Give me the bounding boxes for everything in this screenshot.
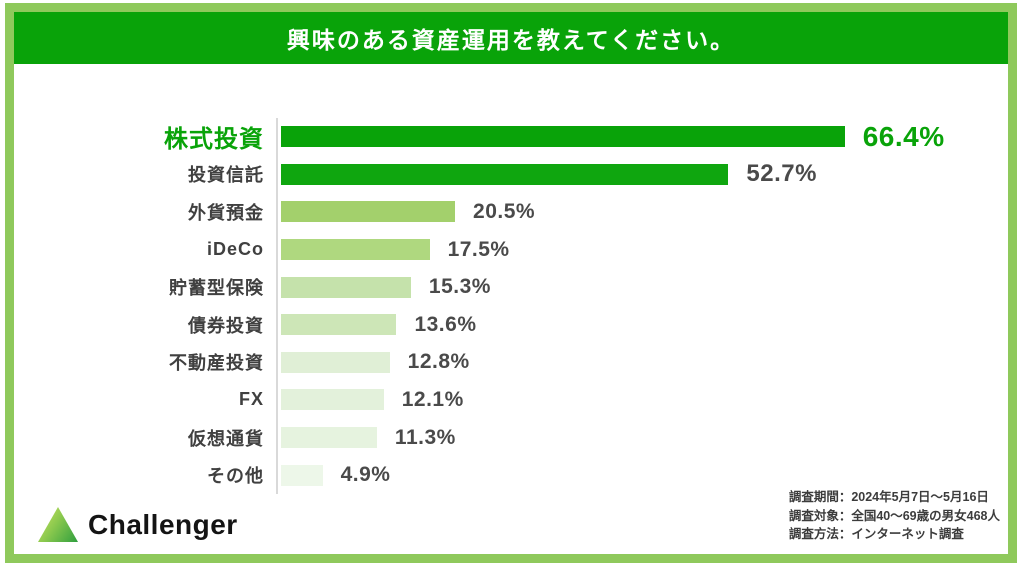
bar-value-label: 12.1% [401, 387, 464, 411]
bar-track: 12.8% [276, 343, 1008, 382]
bar-category-label: その他 [207, 466, 264, 487]
bar-category-label: 投資信託 [188, 165, 264, 186]
bar-track: 66.4% [276, 118, 1008, 156]
bar-value-label: 52.7% [746, 160, 817, 188]
chart-row: 債券投資 13.6% [14, 305, 1008, 344]
bar [281, 314, 397, 336]
chart-row: その他 4.9% [14, 456, 1008, 494]
bar [281, 126, 845, 148]
bar-track: 12.1% [276, 381, 1008, 419]
chart-row: 株式投資 66.4% [14, 118, 1008, 156]
chart-row: FX 12.1% [14, 381, 1008, 419]
chart-row: 不動産投資 12.8% [14, 343, 1008, 382]
bar [281, 163, 729, 185]
chart-row: 貯蓄型保険 15.3% [14, 268, 1008, 306]
chart-row: 外貨預金 20.5% [14, 193, 1008, 231]
bar [281, 351, 390, 373]
bar-category-label: 株式投資 [164, 126, 264, 154]
bar-value-label: 13.6% [414, 312, 477, 336]
bar-category-label: 外貨預金 [188, 202, 264, 223]
bar-track: 52.7% [276, 155, 1008, 194]
chart-row: 仮想通貨 11.3% [14, 418, 1008, 457]
logo-triangle-icon [38, 507, 78, 542]
bar-value-label: 20.5% [473, 199, 536, 223]
brand-name: Challenger [88, 508, 238, 540]
survey-line-period: 調査期間：2024年5月7日～5月16日 [788, 489, 989, 504]
bar-category-label: iDeCo [206, 239, 264, 260]
survey-line-subjects: 調査対象：全国40～69歳の男女468人 [788, 508, 1000, 523]
bar [281, 389, 384, 411]
bar-track: 15.3% [276, 268, 1008, 306]
challenger-logo: Challenger [38, 507, 238, 542]
card-frame: 興味のある資産運用を教えてください。 株式投資 66.4% 投資信託 52.7% 外貨預… [5, 3, 1017, 563]
survey-line-method: 調査方法：インターネット調査 [788, 527, 964, 542]
chart-title: 興味のある資産運用を教えてください。 [286, 27, 736, 53]
bar [281, 239, 430, 261]
bar-track: 4.9% [276, 456, 1008, 494]
survey-meta: 調査期間：2024年5月7日～5月16日 調査対象：全国40～69歳の男女468… [789, 488, 1000, 544]
bar [281, 427, 377, 449]
bar-value-label: 66.4% [862, 120, 945, 152]
bar-value-label: 17.5% [447, 237, 510, 261]
bar-category-label: 貯蓄型保険 [169, 278, 264, 299]
bar-track: 17.5% [276, 230, 1008, 269]
bar-track: 11.3% [276, 418, 1008, 457]
bar [281, 201, 456, 223]
bar-track: 13.6% [276, 305, 1008, 344]
bar-track: 20.5% [276, 193, 1008, 231]
bar-value-label: 15.3% [428, 275, 491, 299]
bar [281, 276, 411, 298]
bar-value-label: 4.9% [340, 463, 391, 487]
bar-category-label: FX [238, 389, 264, 410]
bar-value-label: 12.8% [407, 350, 470, 374]
chart-row: 投資信託 52.7% [14, 155, 1008, 194]
bar [281, 464, 323, 486]
bar-category-label: 仮想通貨 [188, 428, 264, 449]
bar-category-label: 不動産投資 [169, 353, 264, 374]
bar-chart: 株式投資 66.4% 投資信託 52.7% 外貨預金 20.5% iDeCo 17.5% 貯蓄型… [14, 118, 1008, 494]
bar-value-label: 11.3% [394, 425, 456, 449]
chart-title-bar: 興味のある資産運用を教えてください。 [14, 12, 1008, 64]
bar-category-label: 債券投資 [188, 315, 264, 336]
chart-row: iDeCo 17.5% [14, 230, 1008, 269]
